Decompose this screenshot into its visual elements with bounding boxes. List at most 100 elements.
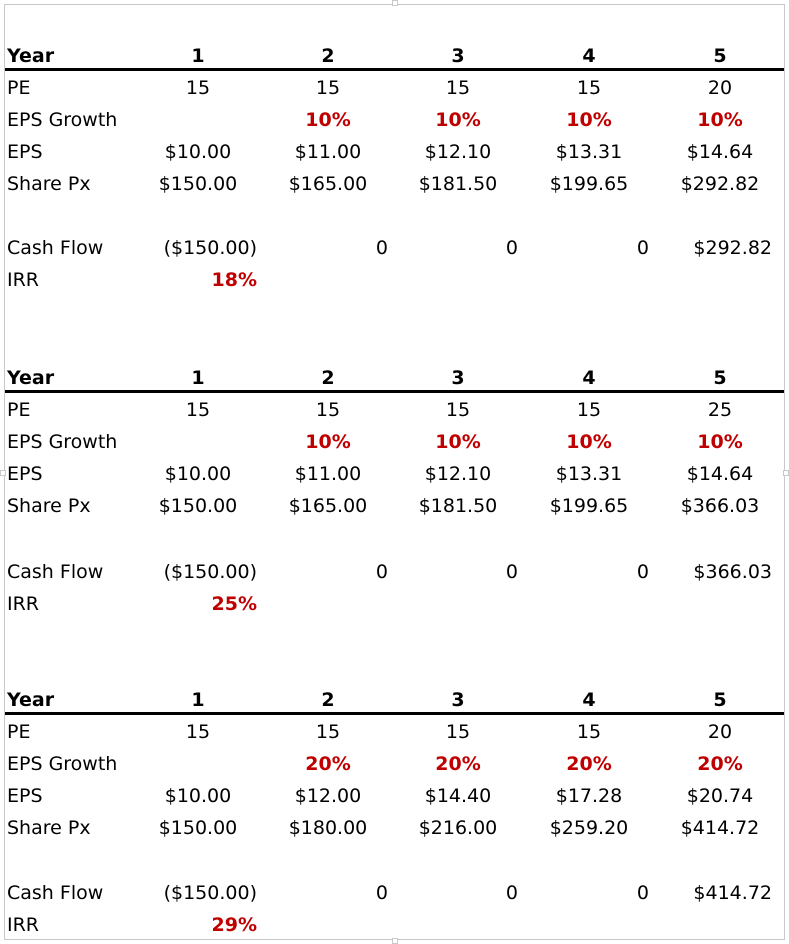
- eps-growth-cell: 10%: [566, 431, 612, 453]
- eps-cell: $10.00: [164, 463, 232, 485]
- cash-flow-cell: 0: [505, 237, 518, 259]
- cash-flow-row: Cash Flow ($150.00) 0 0 0 $414.72: [5, 877, 784, 909]
- eps-row: EPS $10.00 $11.00 $12.10 $13.31 $14.64: [5, 458, 784, 490]
- eps-growth-cell: 10%: [435, 431, 481, 453]
- pe-label: PE: [7, 77, 31, 99]
- pe-cell: 15: [445, 399, 471, 421]
- eps-cell: $11.00: [294, 141, 362, 163]
- pe-cell: 15: [576, 399, 602, 421]
- irr-value: 29%: [211, 914, 257, 936]
- share-px-cell: $165.00: [288, 495, 368, 517]
- eps-cell: $10.00: [164, 141, 232, 163]
- cash-flow-cell: 0: [375, 237, 388, 259]
- eps-growth-cell: 10%: [435, 109, 481, 131]
- irr-row: IRR 18%: [5, 264, 784, 296]
- year-row: Year 1 2 3 4 5: [5, 40, 784, 72]
- eps-growth-cell: 20%: [435, 753, 481, 775]
- eps-cell: $12.00: [294, 785, 362, 807]
- pe-cell: 15: [315, 399, 341, 421]
- eps-label: EPS: [7, 141, 43, 163]
- eps-cell: $14.64: [686, 463, 754, 485]
- eps-row: EPS $10.00 $12.00 $14.40 $17.28 $20.74: [5, 780, 784, 812]
- year-label: Year: [7, 367, 55, 389]
- pe-label: PE: [7, 399, 31, 421]
- share-px-cell: $150.00: [158, 817, 238, 839]
- eps-growth-cell: 20%: [697, 753, 743, 775]
- eps-growth-cell: 20%: [566, 753, 612, 775]
- year-cell: 3: [451, 45, 465, 67]
- eps-growth-cell: 10%: [697, 109, 743, 131]
- irr-row: IRR 25%: [5, 588, 784, 620]
- eps-growth-cell: 10%: [305, 431, 351, 453]
- share-px-cell: $216.00: [418, 817, 498, 839]
- cash-flow-cell: 0: [375, 882, 388, 904]
- share-px-cell: $150.00: [158, 173, 238, 195]
- pe-cell: 15: [185, 721, 211, 743]
- pe-cell: 15: [315, 721, 341, 743]
- eps-growth-label: EPS Growth: [7, 753, 118, 775]
- eps-growth-cell: 10%: [305, 109, 351, 131]
- year-cell: 2: [321, 689, 335, 711]
- cash-flow-cell: $292.82: [693, 237, 772, 259]
- eps-growth-row: EPS Growth 20% 20% 20% 20%: [5, 748, 784, 780]
- irr-label: IRR: [7, 269, 40, 291]
- header-rule: [5, 68, 784, 71]
- pe-cell: 15: [445, 77, 471, 99]
- pe-cell: 15: [445, 721, 471, 743]
- year-cell: 2: [321, 45, 335, 67]
- year-cell: 3: [451, 367, 465, 389]
- pe-cell: 15: [576, 77, 602, 99]
- cash-flow-cell: ($150.00): [163, 882, 257, 904]
- share-px-cell: $259.20: [549, 817, 629, 839]
- share-px-row: Share Px $150.00 $165.00 $181.50 $199.65…: [5, 168, 784, 200]
- year-cell: 5: [713, 45, 727, 67]
- eps-growth-label: EPS Growth: [7, 431, 118, 453]
- eps-label: EPS: [7, 463, 43, 485]
- share-px-label: Share Px: [7, 173, 91, 195]
- share-px-cell: $366.03: [680, 495, 760, 517]
- irr-value: 25%: [211, 593, 257, 615]
- year-row: Year 1 2 3 4 5: [5, 362, 784, 394]
- pe-cell: 15: [315, 77, 341, 99]
- eps-growth-row: EPS Growth 10% 10% 10% 10%: [5, 104, 784, 136]
- eps-row: EPS $10.00 $11.00 $12.10 $13.31 $14.64: [5, 136, 784, 168]
- share-px-row: Share Px $150.00 $180.00 $216.00 $259.20…: [5, 812, 784, 844]
- cash-flow-label: Cash Flow: [7, 561, 104, 583]
- share-px-label: Share Px: [7, 817, 91, 839]
- eps-cell: $11.00: [294, 463, 362, 485]
- pe-cell: 20: [707, 721, 733, 743]
- cash-flow-row: Cash Flow ($150.00) 0 0 0 $366.03: [5, 556, 784, 588]
- eps-cell: $10.00: [164, 785, 232, 807]
- cash-flow-cell: 0: [636, 561, 649, 583]
- year-label: Year: [7, 45, 55, 67]
- share-px-cell: $414.72: [680, 817, 760, 839]
- pe-cell: 15: [576, 721, 602, 743]
- share-px-row: Share Px $150.00 $165.00 $181.50 $199.65…: [5, 490, 784, 522]
- year-cell: 1: [191, 689, 205, 711]
- eps-cell: $12.10: [424, 463, 492, 485]
- cash-flow-cell: 0: [505, 882, 518, 904]
- year-cell: 5: [713, 689, 727, 711]
- eps-cell: $17.28: [555, 785, 623, 807]
- year-cell: 1: [191, 45, 205, 67]
- share-px-cell: $180.00: [288, 817, 368, 839]
- cash-flow-cell: ($150.00): [163, 561, 257, 583]
- year-cell: 4: [582, 367, 596, 389]
- pe-label: PE: [7, 721, 31, 743]
- year-cell: 4: [582, 689, 596, 711]
- pe-cell: 25: [707, 399, 733, 421]
- eps-cell: $13.31: [555, 141, 623, 163]
- pe-cell: 15: [185, 77, 211, 99]
- pe-row: PE 15 15 15 15 20: [5, 72, 784, 104]
- irr-value: 18%: [211, 269, 257, 291]
- year-cell: 4: [582, 45, 596, 67]
- frame-marker-left: [0, 470, 6, 476]
- frame-marker-top: [392, 0, 398, 6]
- cash-flow-label: Cash Flow: [7, 237, 104, 259]
- eps-cell: $20.74: [686, 785, 754, 807]
- year-cell: 3: [451, 689, 465, 711]
- eps-label: EPS: [7, 785, 43, 807]
- share-px-cell: $181.50: [418, 495, 498, 517]
- eps-cell: $12.10: [424, 141, 492, 163]
- cash-flow-cell: 0: [636, 237, 649, 259]
